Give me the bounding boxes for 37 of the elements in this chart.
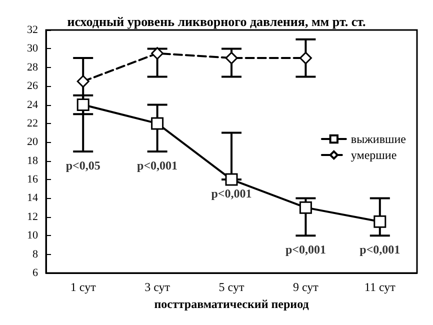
y-tick-label: 22	[27, 117, 38, 130]
y-tick-label: 6	[32, 267, 38, 279]
y-tick-label: 10	[27, 230, 38, 242]
point	[299, 52, 312, 64]
point	[225, 52, 238, 64]
point	[76, 75, 90, 88]
y-tick-label: 28	[27, 61, 38, 74]
point	[151, 117, 164, 130]
x-tick-label: 5 сут	[218, 280, 245, 294]
point	[151, 47, 164, 60]
x-tick-label: 1 сут	[70, 280, 97, 294]
y-tick-label: 24	[27, 98, 38, 111]
y-tick-label: 12	[27, 210, 38, 223]
point	[225, 173, 238, 186]
point	[299, 201, 312, 214]
x-tick-label: 11 сут	[364, 280, 396, 294]
y-tick-label: 8	[32, 248, 38, 260]
point	[76, 98, 90, 112]
y-tick-label: 32	[27, 24, 38, 36]
annotation: p<0,001	[360, 242, 400, 257]
y-tick-label: 20	[27, 136, 38, 148]
x-axis-title: посттравматический период	[154, 296, 309, 311]
x-tick-label: 9 сут	[292, 280, 320, 294]
y-tick-label: 18	[27, 154, 38, 167]
y-tick-label: 30	[27, 42, 38, 55]
legend-label: выжившие	[350, 132, 406, 146]
point	[374, 215, 386, 228]
y-tick-label: 14	[27, 192, 38, 204]
chart-title: исходный уровень ликворного давления, мм рт. ст.	[67, 14, 366, 29]
y-tick-label: 16	[27, 174, 38, 186]
annotation: p<0,001	[285, 242, 326, 257]
y-tick-label: 26	[27, 80, 38, 92]
annotation: p<0,001	[137, 158, 178, 172]
legend-label: умершие	[350, 148, 397, 162]
annotation: p<0,05	[66, 158, 100, 172]
annotation: p<0,001	[211, 186, 252, 201]
x-tick-label: 3 сут	[144, 280, 171, 294]
